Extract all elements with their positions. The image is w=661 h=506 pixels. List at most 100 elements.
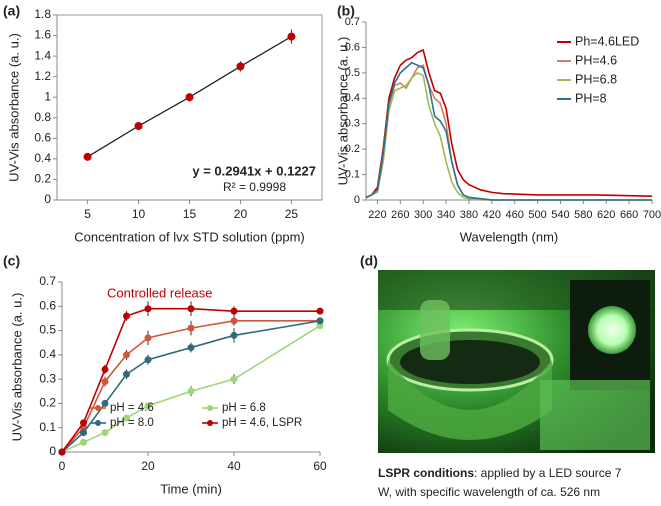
- marker: [101, 365, 109, 373]
- marker: [101, 378, 109, 386]
- marker: [316, 322, 324, 330]
- marker: [230, 317, 238, 325]
- x-tick-label: 700: [643, 209, 661, 221]
- x-tick-label: 620: [597, 209, 615, 221]
- marker: [123, 351, 130, 359]
- caption-text: : applied by a LED source 7: [474, 466, 622, 480]
- marker: [187, 305, 195, 313]
- annotation: R² = 0.9998: [223, 180, 286, 194]
- x-tick-label: 260: [391, 209, 409, 221]
- panel-label: (d): [360, 253, 378, 269]
- y-tick-label: 0: [49, 444, 56, 458]
- marker: [287, 32, 296, 41]
- x-tick-label: 580: [574, 209, 592, 221]
- marker: [187, 324, 195, 332]
- line: [61, 307, 320, 453]
- legend-label: PH=6.8: [575, 72, 617, 86]
- marker: [316, 307, 324, 315]
- marker: [101, 429, 109, 437]
- marker: [123, 414, 130, 422]
- y-tick-label: 0.1: [39, 420, 56, 434]
- x-tick-label: 5: [84, 207, 91, 221]
- y-tick-label: 1.2: [34, 69, 51, 83]
- y-tick-label: 1.8: [34, 7, 51, 21]
- marker: [144, 356, 152, 364]
- y-tick-label: 1.4: [34, 48, 51, 62]
- y-tick-label: 0.1: [345, 168, 360, 180]
- line: [365, 71, 652, 201]
- y-axis-label: UV-Vis absorbance (a. u.): [335, 37, 350, 186]
- legend-label: PH=4.6: [575, 53, 617, 67]
- y-tick-label: 0: [354, 194, 360, 206]
- x-tick-label: 340: [437, 209, 455, 221]
- marker: [230, 331, 238, 339]
- annotation: y = 0.2941x + 0.1227: [192, 163, 316, 178]
- y-tick-label: 0.7: [39, 274, 56, 288]
- marker: [230, 307, 238, 315]
- line: [365, 48, 653, 199]
- marker: [101, 399, 109, 407]
- y-tick-label: 0.6: [34, 131, 51, 145]
- x-tick-label: 25: [285, 207, 299, 221]
- y-tick-label: 0.5: [345, 67, 360, 79]
- legend-swatch: [207, 405, 213, 411]
- photo: [378, 270, 655, 453]
- legend-label: PH=8: [575, 91, 607, 105]
- x-tick-label: 380: [460, 209, 478, 221]
- legend-label: pH = 4.6, LSPR: [222, 417, 302, 429]
- legend-swatch: [95, 420, 101, 426]
- x-tick-label: 20: [234, 207, 248, 221]
- x-axis-label: Time (min): [160, 481, 222, 496]
- marker: [187, 387, 195, 395]
- x-tick-label: 220: [368, 209, 386, 221]
- y-tick-label: 0.3: [39, 371, 56, 385]
- marker: [144, 305, 152, 313]
- marker: [80, 429, 87, 437]
- marker: [144, 402, 152, 410]
- y-tick-label: 0.4: [39, 347, 56, 361]
- x-tick-label: 0: [59, 459, 66, 473]
- x-tick-label: 300: [414, 209, 432, 221]
- line: [61, 320, 320, 453]
- y-axis-label: UV-Vis absorbance (a. u.): [6, 33, 21, 182]
- annotation: Controlled release: [107, 285, 213, 300]
- panel-label: (b): [337, 3, 355, 19]
- legend-label: pH = 4.6: [110, 402, 154, 414]
- caption-text: W, with specific wavelength of ca. 526 n…: [378, 485, 600, 499]
- x-axis-label: Wavelength (nm): [460, 229, 559, 244]
- y-tick-label: 1: [44, 89, 51, 103]
- marker: [187, 344, 195, 352]
- panel-label: (a): [3, 3, 20, 19]
- y-tick-label: 0.6: [39, 298, 56, 312]
- y-tick-label: 0.8: [34, 110, 51, 124]
- x-tick-label: 20: [141, 459, 155, 473]
- y-tick-label: 0.6: [345, 41, 360, 53]
- y-axis-label: UV-Vis absorbance (a. u.): [9, 293, 24, 442]
- x-tick-label: 540: [551, 209, 569, 221]
- x-tick-label: 15: [183, 207, 197, 221]
- marker: [58, 448, 66, 456]
- x-tick-label: 10: [132, 207, 146, 221]
- x-tick-label: 420: [483, 209, 501, 221]
- y-tick-label: 0.2: [34, 172, 51, 186]
- marker: [144, 334, 152, 342]
- caption: LSPR conditions: applied by a LED source…: [378, 466, 622, 480]
- x-tick-label: 40: [227, 459, 241, 473]
- line: [365, 61, 652, 201]
- y-tick-label: 0.3: [345, 118, 360, 130]
- legend-label: pH = 6.8: [222, 402, 266, 414]
- caption-bold: LSPR conditions: [378, 466, 474, 480]
- marker: [80, 438, 87, 446]
- y-tick-label: 0: [44, 192, 51, 206]
- marker: [123, 370, 130, 378]
- x-axis-label: Concentration of lvx STD solution (ppm): [74, 229, 304, 244]
- x-tick-label: 60: [313, 459, 327, 473]
- y-tick-label: 0.4: [345, 92, 360, 104]
- marker: [185, 93, 194, 102]
- line: [61, 325, 321, 453]
- marker: [134, 122, 143, 130]
- y-tick-label: 0.7: [345, 16, 360, 28]
- x-tick-label: 500: [528, 209, 546, 221]
- marker: [236, 62, 245, 71]
